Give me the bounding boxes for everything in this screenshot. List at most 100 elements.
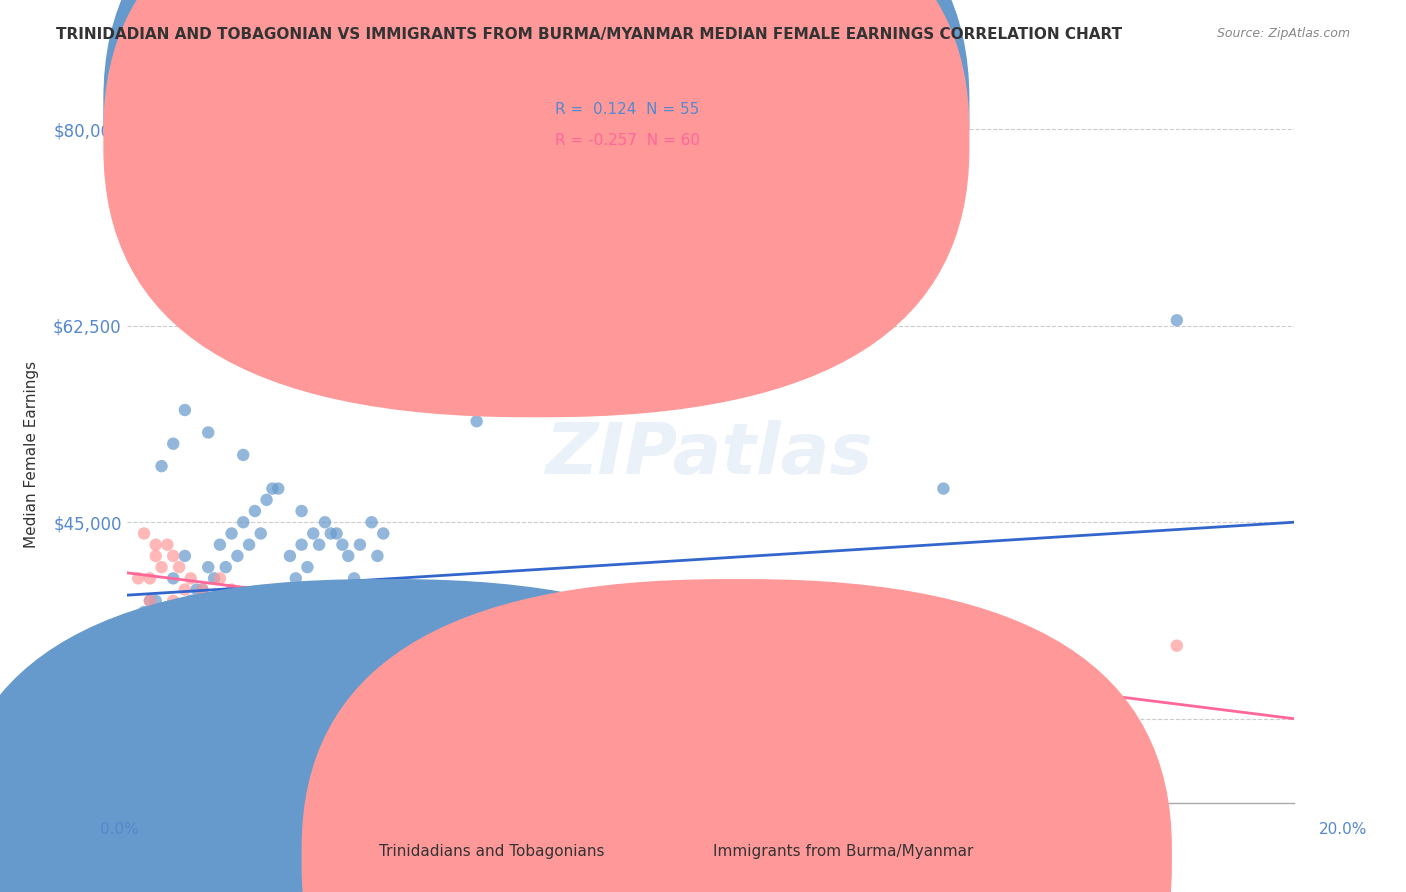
Point <box>197 594 219 608</box>
Point <box>132 605 155 619</box>
Point <box>156 616 179 631</box>
Point <box>319 639 342 653</box>
Text: ZIPatlas: ZIPatlas <box>547 420 873 490</box>
Point <box>337 549 360 563</box>
Point <box>221 526 243 541</box>
Point <box>139 571 162 585</box>
Text: R =  0.124  N = 55: R = 0.124 N = 55 <box>555 103 700 117</box>
Point <box>232 448 254 462</box>
Point <box>186 616 208 631</box>
Point <box>238 627 260 641</box>
Point <box>343 639 366 653</box>
Point <box>256 492 278 507</box>
Point <box>197 425 219 440</box>
Point <box>1166 313 1188 327</box>
Point <box>127 571 149 585</box>
Point <box>360 515 382 529</box>
Point <box>226 616 249 631</box>
Point <box>243 605 266 619</box>
Point <box>325 526 347 541</box>
Point <box>174 549 197 563</box>
Point <box>191 582 214 597</box>
Point <box>378 627 401 641</box>
Point <box>373 526 395 541</box>
Point <box>302 627 325 641</box>
Point <box>197 560 219 574</box>
Point <box>278 549 301 563</box>
Point <box>150 459 173 474</box>
Point <box>232 594 254 608</box>
Point <box>465 649 488 664</box>
Point <box>262 594 284 608</box>
Point <box>249 526 271 541</box>
Point <box>208 538 231 552</box>
Point <box>262 482 284 496</box>
Point <box>1049 649 1071 664</box>
Point <box>349 538 371 552</box>
Point <box>308 627 330 641</box>
Point <box>319 526 342 541</box>
Point <box>202 605 225 619</box>
Point <box>132 526 155 541</box>
Text: TRINIDADIAN AND TOBAGONIAN VS IMMIGRANTS FROM BURMA/MYANMAR MEDIAN FEMALE EARNIN: TRINIDADIAN AND TOBAGONIAN VS IMMIGRANTS… <box>56 27 1122 42</box>
Point <box>408 649 430 664</box>
Text: 0.0%: 0.0% <box>100 822 139 837</box>
Point <box>932 616 955 631</box>
Point <box>378 639 401 653</box>
Text: Source: ZipAtlas.com: Source: ZipAtlas.com <box>1216 27 1350 40</box>
Point <box>186 605 208 619</box>
Point <box>337 639 360 653</box>
Point <box>162 549 184 563</box>
Point <box>297 649 319 664</box>
Point <box>180 571 202 585</box>
Point <box>249 639 271 653</box>
Point <box>202 594 225 608</box>
Point <box>343 571 366 585</box>
Point <box>290 538 312 552</box>
Text: R = -0.257  N = 60: R = -0.257 N = 60 <box>555 133 700 147</box>
Text: Trinidadians and Tobagonians: Trinidadians and Tobagonians <box>380 845 605 859</box>
Point <box>202 571 225 585</box>
Point <box>273 627 295 641</box>
Point <box>139 594 162 608</box>
Point <box>290 504 312 518</box>
Point <box>297 560 319 574</box>
Point <box>366 627 388 641</box>
Point <box>150 560 173 574</box>
Point <box>932 482 955 496</box>
Point <box>162 436 184 450</box>
Point <box>284 639 307 653</box>
Point <box>815 627 838 641</box>
Point <box>360 627 382 641</box>
Point <box>354 649 377 664</box>
Point <box>174 403 197 417</box>
Point <box>162 594 184 608</box>
Point <box>232 616 254 631</box>
Point <box>243 504 266 518</box>
Point <box>332 538 354 552</box>
Point <box>699 661 721 675</box>
Point <box>167 560 190 574</box>
Point <box>167 605 190 619</box>
Point <box>262 627 284 641</box>
Text: Immigrants from Burma/Myanmar: Immigrants from Burma/Myanmar <box>713 845 974 859</box>
Point <box>582 639 605 653</box>
Point <box>1166 639 1188 653</box>
Point <box>273 582 295 597</box>
Point <box>156 538 179 552</box>
Point <box>262 616 284 631</box>
Text: 20.0%: 20.0% <box>1319 822 1367 837</box>
Point <box>226 549 249 563</box>
Point <box>314 639 336 653</box>
Point <box>150 616 173 631</box>
Point <box>221 582 243 597</box>
Point <box>366 549 388 563</box>
Point <box>145 549 167 563</box>
Point <box>302 526 325 541</box>
Point <box>332 649 354 664</box>
Point <box>465 414 488 428</box>
Point <box>145 594 167 608</box>
Point <box>267 627 290 641</box>
Point <box>215 605 238 619</box>
Point <box>208 571 231 585</box>
